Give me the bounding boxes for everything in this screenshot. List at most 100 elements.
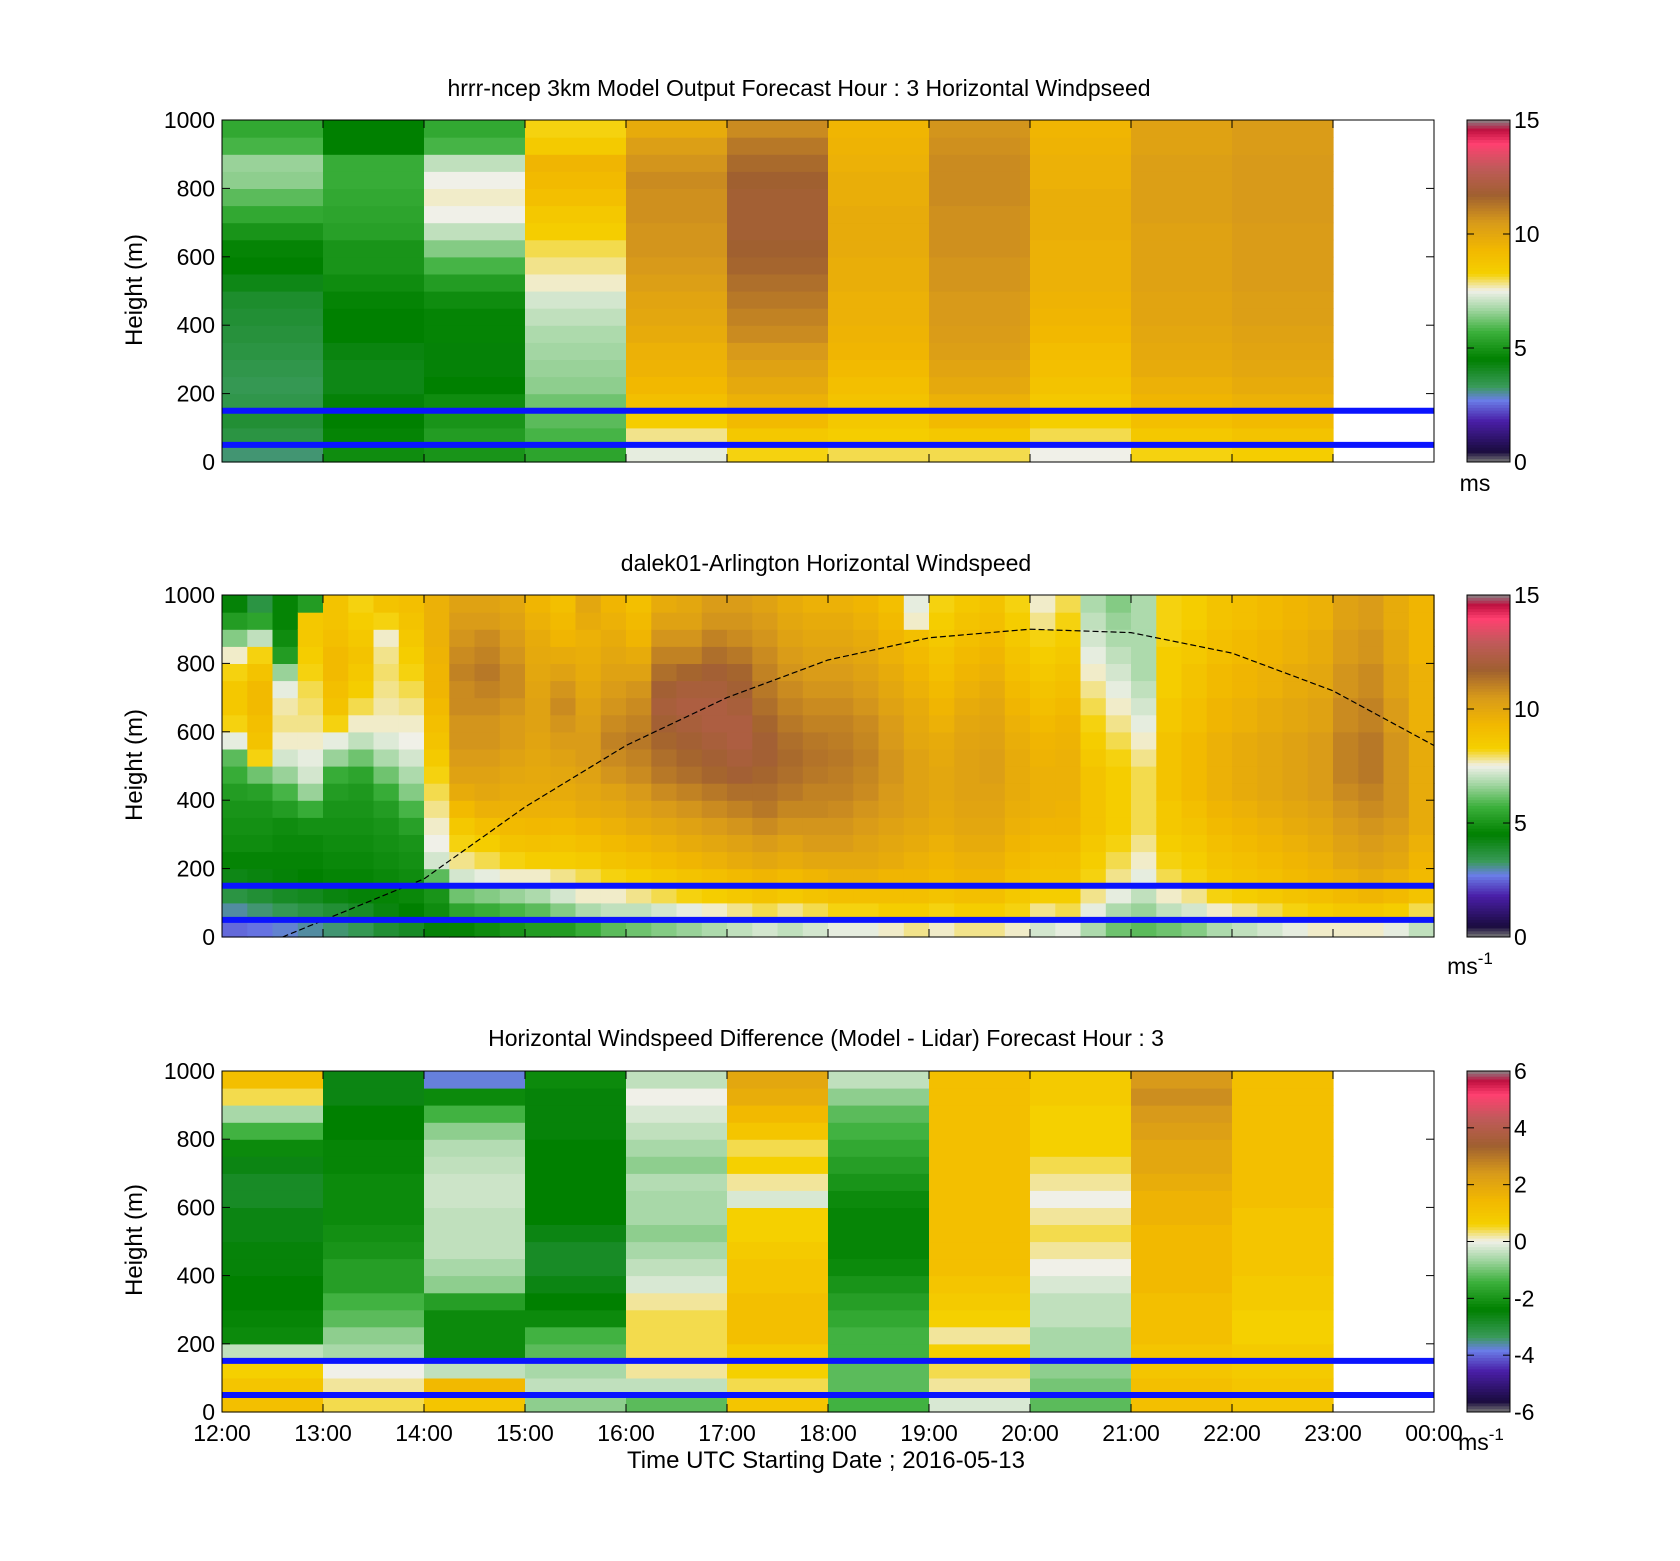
- heatmap-cell: [1105, 885, 1132, 904]
- colorbar-segment: [1467, 1392, 1510, 1396]
- y-axis-label: Height (m): [121, 1184, 148, 1296]
- heatmap-cell: [929, 1173, 1031, 1191]
- heatmap-cell: [651, 629, 678, 647]
- heatmap-cell: [1131, 885, 1157, 904]
- heatmap-cell: [600, 714, 627, 733]
- heatmap-cell: [525, 1156, 627, 1174]
- heatmap-cell: [1055, 629, 1082, 647]
- colorbar-segment: [1467, 1176, 1510, 1180]
- heatmap-cell: [1333, 748, 1359, 767]
- heatmap-cell: [1257, 748, 1284, 767]
- heatmap-cell: [1131, 1071, 1233, 1089]
- heatmap-cell: [1232, 376, 1334, 395]
- heatmap-cell: [525, 663, 551, 682]
- heatmap-cell: [272, 766, 299, 784]
- heatmap-cell: [979, 646, 1006, 664]
- heatmap-cell: [222, 1173, 324, 1191]
- heatmap-cell: [1206, 766, 1233, 784]
- heatmap-cell: [1131, 342, 1233, 360]
- heatmap-cell: [398, 697, 425, 716]
- heatmap-cell: [1232, 766, 1258, 784]
- heatmap-cell: [1004, 697, 1031, 716]
- heatmap-cell: [297, 612, 324, 630]
- heatmap-cell: [626, 205, 728, 224]
- colorbar-segment: [1467, 319, 1510, 323]
- colorbar-segment: [1467, 350, 1510, 355]
- heatmap-cell: [525, 714, 551, 733]
- heatmap-cell: [1030, 748, 1056, 767]
- heatmap-cell: [727, 697, 753, 716]
- colorbar-segment: [1467, 288, 1510, 292]
- heatmap-cell: [626, 1207, 728, 1225]
- heatmap-cell: [727, 1343, 829, 1362]
- heatmap-cell: [222, 595, 248, 613]
- heatmap-cell: [398, 766, 425, 784]
- heatmap-cell: [954, 817, 981, 835]
- heatmap-cell: [828, 1088, 930, 1106]
- heatmap-cell: [1333, 868, 1359, 887]
- heatmap-cell: [1055, 800, 1082, 818]
- heatmap-cell: [424, 731, 450, 750]
- heatmap-cell: [525, 697, 551, 716]
- heatmap-cell: [1131, 359, 1233, 378]
- heatmap-cell: [297, 680, 324, 699]
- colorbar-segment: [1467, 1079, 1510, 1083]
- colorbar-segment: [1467, 663, 1510, 667]
- heatmap-cell: [929, 766, 955, 784]
- heatmap-cell: [1105, 663, 1132, 682]
- heatmap-cell: [222, 205, 324, 224]
- heatmap-cell: [676, 919, 703, 938]
- colorbar-segment: [1467, 1252, 1510, 1257]
- heatmap-cell: [878, 714, 905, 733]
- heatmap-cell: [499, 851, 526, 870]
- heatmap-cell: [828, 1122, 930, 1140]
- colorbar-segment: [1467, 407, 1510, 412]
- heatmap-cell: [929, 919, 955, 938]
- colorbar-segment: [1467, 1372, 1510, 1376]
- heatmap-cell: [525, 137, 627, 155]
- heatmap-cell: [929, 273, 1031, 292]
- heatmap-cell: [1030, 273, 1132, 292]
- heatmap-cell: [878, 646, 905, 664]
- heatmap-cell: [828, 1360, 930, 1379]
- heatmap-cell: [828, 1343, 930, 1362]
- heatmap-cell: [828, 342, 930, 360]
- heatmap-cell: [727, 376, 829, 395]
- heatmap-cell: [449, 748, 476, 767]
- heatmap-cell: [626, 748, 652, 767]
- heatmap-cell: [1257, 646, 1284, 664]
- heatmap-cell: [550, 868, 577, 887]
- heatmap-cell: [1206, 663, 1233, 682]
- heatmap-cell: [575, 766, 602, 784]
- heatmap-cell: [297, 817, 324, 835]
- heatmap-cell: [449, 800, 476, 818]
- heatmap-cell: [1232, 154, 1334, 172]
- y-tick-label: 800: [177, 650, 215, 676]
- heatmap-cell: [424, 410, 526, 429]
- heatmap-cell: [853, 919, 880, 938]
- colorbar-segment: [1467, 814, 1510, 818]
- heatmap-cell: [903, 748, 930, 767]
- colorbar-segment: [1467, 643, 1510, 647]
- colorbar-segment: [1467, 666, 1510, 670]
- heatmap-cell: [323, 154, 425, 172]
- heatmap-cell: [1030, 188, 1132, 207]
- heatmap-cell: [929, 1156, 1031, 1174]
- heatmap-cell: [1408, 783, 1435, 801]
- heatmap-cell: [752, 783, 779, 801]
- heatmap-cell: [727, 188, 829, 207]
- heatmap-cell: [1156, 817, 1183, 835]
- colorbar-segment: [1467, 385, 1510, 389]
- heatmap-cell: [626, 1088, 728, 1106]
- heatmap-cell: [802, 919, 829, 938]
- colorbar-segment: [1467, 1346, 1510, 1350]
- heatmap-cell: [727, 766, 753, 784]
- heatmap-cell: [1080, 612, 1107, 630]
- heatmap-cell: [853, 868, 880, 887]
- heatmap-cell: [1055, 868, 1082, 887]
- heatmap-cell: [727, 885, 753, 904]
- colorbar-segment: [1467, 1073, 1510, 1078]
- heatmap-cell: [828, 1377, 930, 1396]
- overlay-lines: [222, 628, 1435, 938]
- colorbar-segment: [1467, 1088, 1510, 1092]
